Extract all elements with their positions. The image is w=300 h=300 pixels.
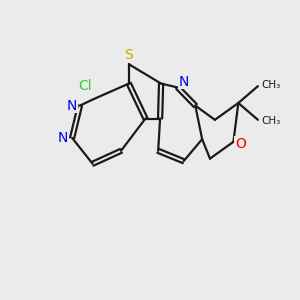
Text: CH₃: CH₃ [261,116,280,126]
Text: Cl: Cl [79,80,92,93]
Text: S: S [124,48,133,62]
Text: O: O [235,137,246,151]
Text: N: N [67,99,77,112]
Text: CH₃: CH₃ [261,80,280,90]
Text: N: N [58,131,68,145]
Text: N: N [178,75,189,89]
